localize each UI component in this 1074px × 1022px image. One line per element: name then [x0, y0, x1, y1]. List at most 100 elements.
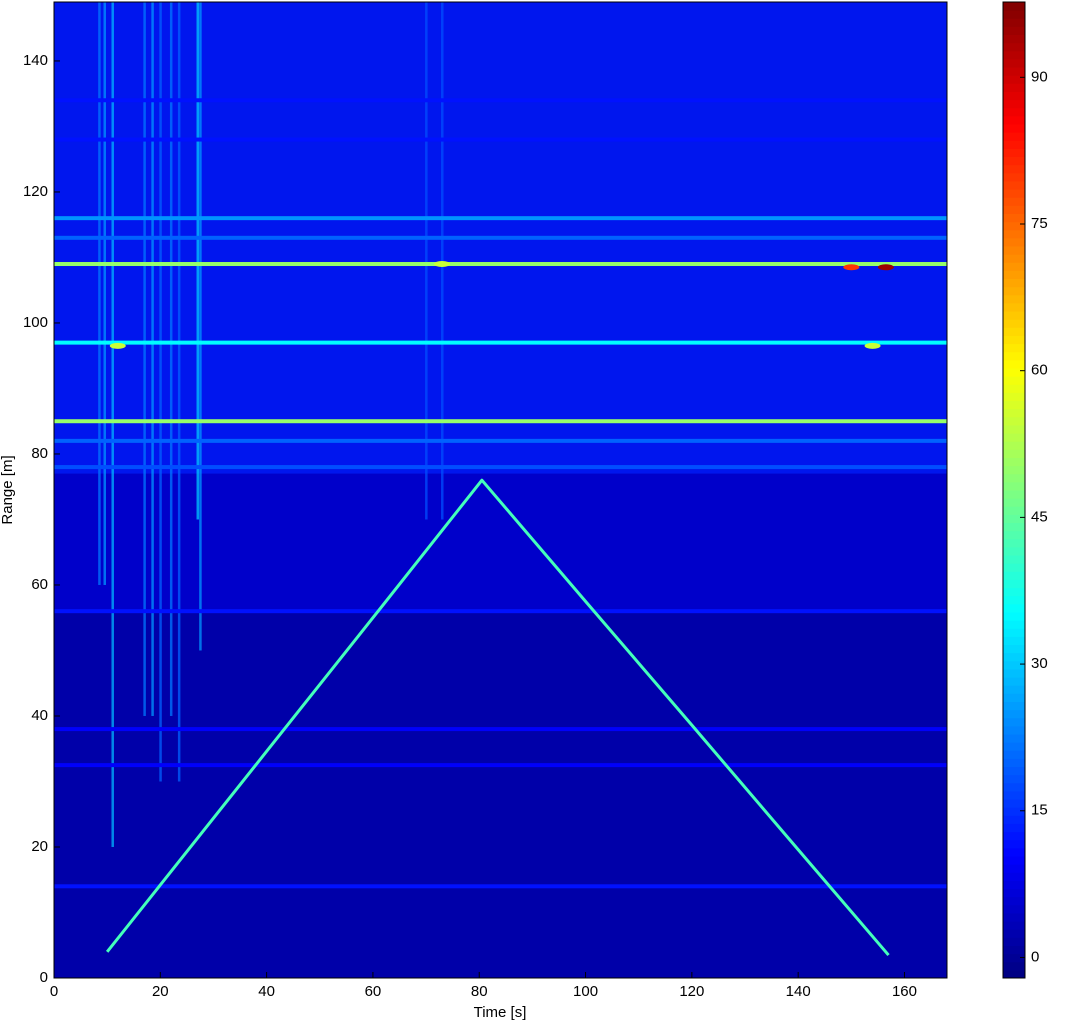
colorbar-step: [1003, 132, 1025, 141]
colorbar-step: [1003, 237, 1025, 247]
colorbar-step: [1003, 896, 1025, 906]
horizontal-band: [54, 884, 947, 889]
colorbar-step: [1003, 815, 1025, 824]
vertical-streak: [151, 2, 154, 716]
colorbar-step: [1003, 221, 1025, 231]
y-tick-label: 140: [23, 52, 48, 69]
horizontal-band: [54, 609, 947, 614]
colorbar-step: [1003, 254, 1025, 263]
colorbar-step: [1003, 115, 1025, 125]
colorbar-step: [1003, 538, 1025, 548]
colorbar-step: [1003, 10, 1025, 19]
colorbar-step: [1003, 384, 1025, 393]
colorbar-step: [1003, 359, 1025, 369]
colorbar-step: [1003, 262, 1025, 271]
colorbar-step: [1003, 302, 1025, 312]
horizontal-band: [54, 235, 947, 240]
colorbar-step: [1003, 766, 1025, 776]
vertical-streak: [196, 2, 200, 520]
colorbar-step: [1003, 58, 1025, 68]
colorbar-step: [1003, 107, 1025, 117]
colorbar-step: [1003, 628, 1025, 637]
colorbar-step: [1003, 546, 1025, 556]
colorbar-step: [1003, 156, 1025, 166]
colorbar-step: [1003, 2, 1025, 11]
colorbar-step: [1003, 164, 1025, 174]
colorbar-step: [1003, 620, 1025, 629]
colorbar-step: [1003, 148, 1025, 158]
colorbar-step: [1003, 912, 1025, 922]
colorbar-step: [1003, 205, 1025, 214]
hotspot: [864, 342, 881, 349]
clutter-region: [54, 473, 947, 612]
x-tick-label: 40: [258, 983, 275, 1000]
colorbar-step: [1003, 506, 1025, 515]
colorbar-step: [1003, 473, 1025, 483]
colorbar-step: [1003, 433, 1025, 442]
colorbar-step: [1003, 636, 1025, 646]
colorbar-step: [1003, 969, 1025, 979]
colorbar-step: [1003, 189, 1025, 198]
colorbar-step: [1003, 311, 1025, 320]
colorbar-step: [1003, 880, 1025, 890]
colorbar-step: [1003, 652, 1025, 662]
vertical-streak: [111, 2, 114, 847]
colorbar-step: [1003, 343, 1025, 353]
colorbar-step: [1003, 522, 1025, 532]
vertical-streak: [98, 2, 101, 585]
target-track: [105, 478, 890, 957]
colorbar-step: [1003, 709, 1025, 719]
y-tick-label: 20: [31, 838, 48, 855]
horizontal-band: [54, 763, 947, 768]
horizontal-band: [54, 137, 947, 142]
x-tick-label: 80: [471, 983, 488, 1000]
x-axis-label: Time [s]: [474, 1004, 527, 1021]
colorbar-step: [1003, 351, 1025, 361]
colorbar-step: [1003, 26, 1025, 36]
colorbar-step: [1003, 376, 1025, 385]
colorbar-step: [1003, 294, 1025, 304]
colorbar-step: [1003, 408, 1025, 418]
colorbar-step: [1003, 831, 1025, 841]
horizontal-band: [54, 465, 947, 470]
colorbar-step: [1003, 921, 1025, 930]
colorbar-step: [1003, 742, 1025, 751]
colorbar-step: [1003, 929, 1025, 938]
y-axis-label: Range [m]: [0, 455, 16, 524]
colorbar-step: [1003, 799, 1025, 808]
vertical-streak: [199, 2, 202, 651]
colorbar-step: [1003, 587, 1025, 597]
colorbar-step: [1003, 319, 1025, 328]
colorbar-step: [1003, 668, 1025, 678]
colorbar-step: [1003, 774, 1025, 784]
vertical-streak: [177, 2, 181, 782]
colorbar-step: [1003, 734, 1025, 743]
colorbar-step: [1003, 400, 1025, 410]
colorbar-step: [1003, 18, 1025, 27]
colorbar-step: [1003, 961, 1025, 971]
horizontal-band: [54, 98, 947, 103]
colorbar-step: [1003, 50, 1025, 60]
colorbar-step: [1003, 856, 1025, 865]
colorbar-step: [1003, 945, 1025, 955]
colorbar-step: [1003, 246, 1025, 255]
hotspot: [109, 342, 126, 349]
horizontal-band: [54, 340, 947, 345]
colorbar-step: [1003, 180, 1025, 190]
x-tick-label: 160: [892, 983, 917, 1000]
x-tick-label: 60: [365, 983, 382, 1000]
horizontal-band: [54, 262, 947, 267]
colorbar-step: [1003, 579, 1025, 589]
colorbar-tick-label: 15: [1031, 802, 1048, 819]
colorbar-step: [1003, 91, 1025, 101]
colorbar-step: [1003, 953, 1025, 963]
colorbar-step: [1003, 563, 1025, 572]
x-tick-label: 20: [152, 983, 169, 1000]
colorbar-step: [1003, 229, 1025, 239]
colorbar-step: [1003, 416, 1025, 426]
colorbar-step: [1003, 213, 1025, 223]
colorbar-step: [1003, 701, 1025, 711]
colorbar-step: [1003, 864, 1025, 873]
colorbar-tick-label: 60: [1031, 362, 1048, 379]
colorbar-step: [1003, 368, 1025, 377]
